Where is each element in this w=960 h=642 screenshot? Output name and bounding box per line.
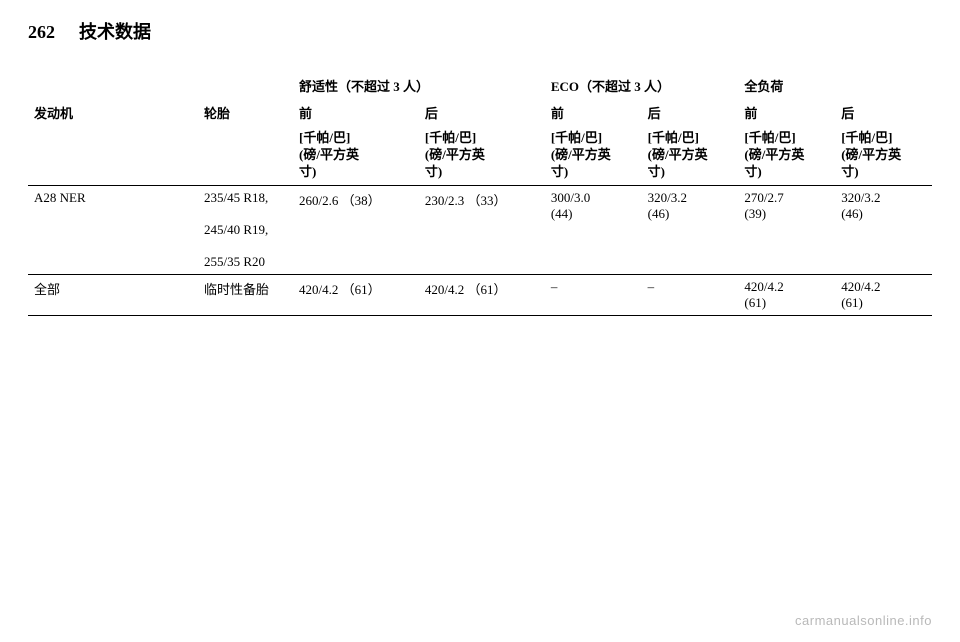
group-comfort: 舒适性（不超过 3 人） xyxy=(293,72,545,99)
unit-2: [千帕/巴](磅/平方英寸) xyxy=(419,126,545,185)
page-title: 技术数据 xyxy=(79,18,151,44)
unit-5: [千帕/巴](磅/平方英寸) xyxy=(738,126,835,185)
footer-watermark: carmanualsonline.info xyxy=(795,613,932,628)
row2-val-5: 420/4.2(61) xyxy=(835,274,932,315)
row1-val-2: 300/3.0(44) xyxy=(545,185,642,274)
row2-val-0: 420/4.2 （61） xyxy=(293,274,419,315)
row1-tire-0: 235/45 R18, xyxy=(204,190,287,206)
row2-val-4: 420/4.2(61) xyxy=(738,274,835,315)
row2-engine: 全部 xyxy=(28,274,198,315)
row2-val-1: 420/4.2 （61） xyxy=(419,274,545,315)
unit-4: [千帕/巴](磅/平方英寸) xyxy=(642,126,739,185)
row1-tire-2: 255/35 R20 xyxy=(204,254,287,270)
unit-3: [千帕/巴](磅/平方英寸) xyxy=(545,126,642,185)
col-engine: 发动机 xyxy=(28,99,198,126)
row1-engine: A28 NER xyxy=(28,185,198,274)
row1-val-3: 320/3.2(46) xyxy=(642,185,739,274)
row1-val-4: 270/2.7(39) xyxy=(738,185,835,274)
row2-val-3: – xyxy=(642,274,739,315)
col-tires: 轮胎 xyxy=(198,99,293,126)
col-front-3: 前 xyxy=(738,99,835,126)
col-rear-3: 后 xyxy=(835,99,932,126)
page-number: 262 xyxy=(28,22,55,43)
row1-tire-1: 245/40 R19, xyxy=(204,222,287,238)
row2-val-2: – xyxy=(545,274,642,315)
group-eco: ECO（不超过 3 人） xyxy=(545,72,739,99)
row1-tires: 235/45 R18, 245/40 R19, 255/35 R20 xyxy=(198,185,293,274)
row2-tires: 临时性备胎 xyxy=(198,274,293,315)
col-front-2: 前 xyxy=(545,99,642,126)
col-front-1: 前 xyxy=(293,99,419,126)
group-full: 全负荷 xyxy=(738,72,932,99)
unit-6: [千帕/巴](磅/平方英寸) xyxy=(835,126,932,185)
unit-1: [千帕/巴](磅/平方英寸) xyxy=(293,126,419,185)
row1-val-0: 260/2.6 （38） xyxy=(293,185,419,274)
col-rear-1: 后 xyxy=(419,99,545,126)
row1-val-5: 320/3.2(46) xyxy=(835,185,932,274)
row1-val-1: 230/2.3 （33） xyxy=(419,185,545,274)
col-rear-2: 后 xyxy=(642,99,739,126)
tire-pressure-table: 舒适性（不超过 3 人） ECO（不超过 3 人） 全负荷 发动机 轮胎 前 后… xyxy=(28,72,932,316)
